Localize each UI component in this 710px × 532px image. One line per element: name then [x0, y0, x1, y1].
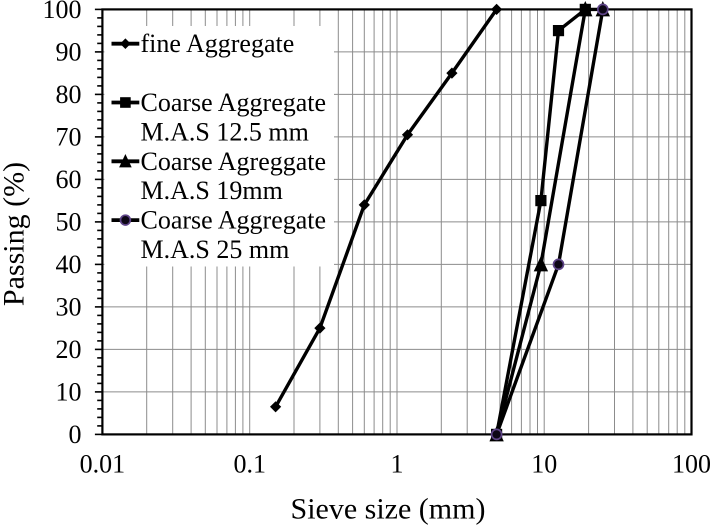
svg-text:Coarse Agreggate: Coarse Agreggate: [141, 147, 327, 176]
svg-text:40: 40: [56, 250, 82, 279]
svg-text:10: 10: [531, 449, 557, 478]
svg-text:1: 1: [391, 449, 404, 478]
svg-text:fine Aggregate: fine Aggregate: [141, 29, 295, 58]
svg-text:Sieve size (mm): Sieve size (mm): [291, 492, 486, 525]
svg-text:20: 20: [56, 335, 82, 364]
svg-text:10: 10: [56, 377, 82, 406]
svg-text:60: 60: [56, 165, 82, 194]
svg-text:100: 100: [672, 449, 710, 478]
svg-text:0: 0: [69, 420, 82, 449]
svg-text:30: 30: [56, 292, 82, 321]
svg-text:90: 90: [56, 37, 82, 66]
svg-text:50: 50: [56, 207, 82, 236]
svg-text:M.A.S 19mm: M.A.S 19mm: [141, 176, 283, 205]
svg-text:0.1: 0.1: [233, 449, 266, 478]
svg-text:70: 70: [56, 122, 82, 151]
svg-text:M.A.S 12.5 mm: M.A.S 12.5 mm: [141, 117, 309, 146]
svg-text:Coarse Aggregate: Coarse Aggregate: [141, 88, 327, 117]
svg-text:Passing (%): Passing (%): [0, 162, 30, 306]
svg-text:Coarse Aggregate: Coarse Aggregate: [141, 206, 327, 235]
svg-text:0.01: 0.01: [80, 449, 126, 478]
svg-text:100: 100: [43, 0, 82, 24]
svg-text:M.A.S 25 mm: M.A.S 25 mm: [141, 235, 290, 264]
svg-text:80: 80: [56, 80, 82, 109]
